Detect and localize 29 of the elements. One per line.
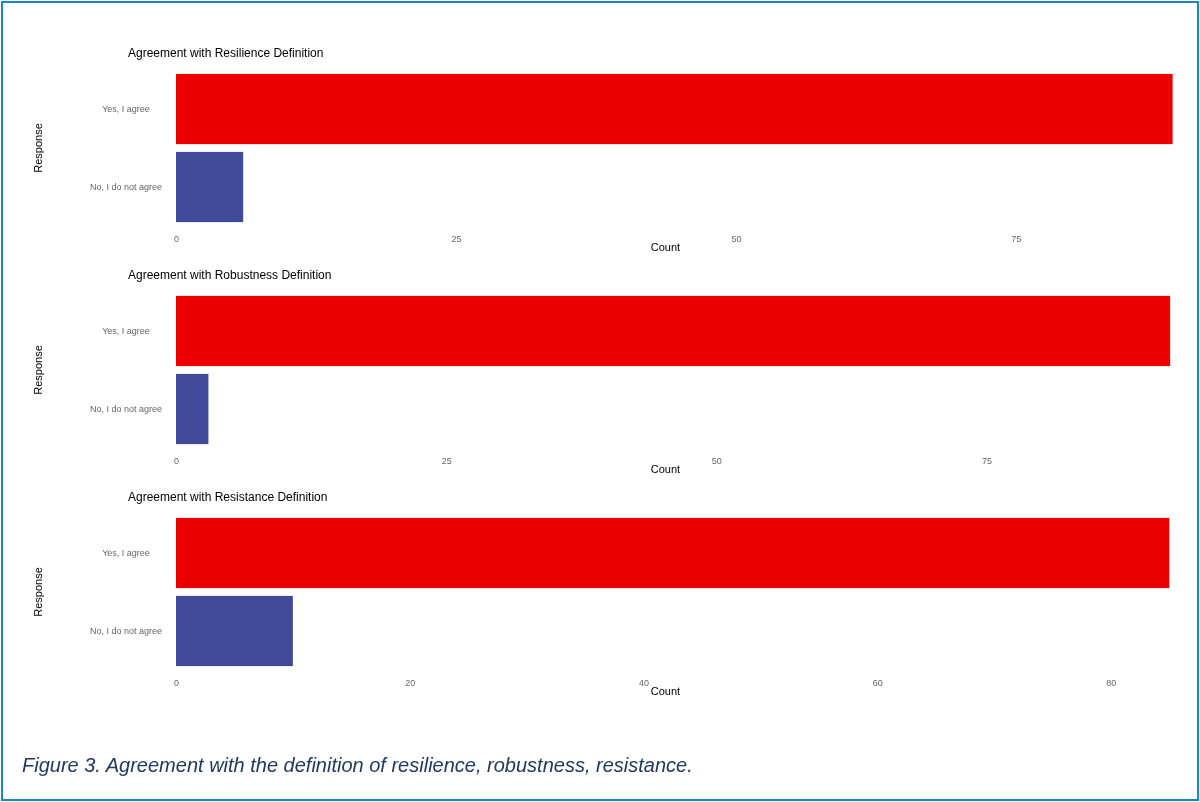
- x-tick-label: 25: [451, 234, 462, 245]
- y-tick-label: No, I do not agree: [89, 625, 163, 636]
- x-tick-label: 50: [731, 234, 742, 245]
- x-tick-label: 80: [1106, 678, 1117, 689]
- x-tick-label: 75: [1011, 234, 1022, 245]
- x-tick-label: 75: [981, 456, 992, 467]
- y-tick-label: Yes, I agree: [102, 547, 150, 558]
- caption: Figure 3. Agreement with the definition of resilience, robustness, resistance.: [22, 754, 693, 776]
- x-tick-label: 20: [405, 678, 416, 689]
- x-axis-title: Count: [650, 463, 681, 475]
- x-axis-title: Count: [650, 241, 681, 253]
- y-tick-label: No, I do not agree: [89, 403, 163, 414]
- y-axis-title: Response: [32, 123, 44, 173]
- x-tick-label: 0: [173, 234, 180, 245]
- x-tick-label: 0: [173, 678, 180, 689]
- chart-title: Agreement with Resilience Definition: [128, 46, 324, 60]
- x-tick-label: 40: [638, 678, 649, 689]
- chart-title: Agreement with Resistance Definition: [128, 490, 328, 504]
- y-tick-label: Yes, I agree: [102, 103, 150, 114]
- chart-title: Agreement with Robustness Definition: [128, 268, 332, 282]
- y-tick-label: No, I do not agree: [89, 181, 163, 192]
- x-tick-label: 25: [441, 456, 452, 467]
- x-axis-title: Count: [650, 685, 681, 697]
- y-tick-label: Yes, I agree: [102, 325, 150, 336]
- x-tick-label: 60: [872, 678, 883, 689]
- y-axis-title: Response: [32, 567, 44, 617]
- y-axis-title: Response: [32, 345, 44, 395]
- x-tick-label: 50: [711, 456, 722, 467]
- x-tick-label: 0: [173, 456, 180, 467]
